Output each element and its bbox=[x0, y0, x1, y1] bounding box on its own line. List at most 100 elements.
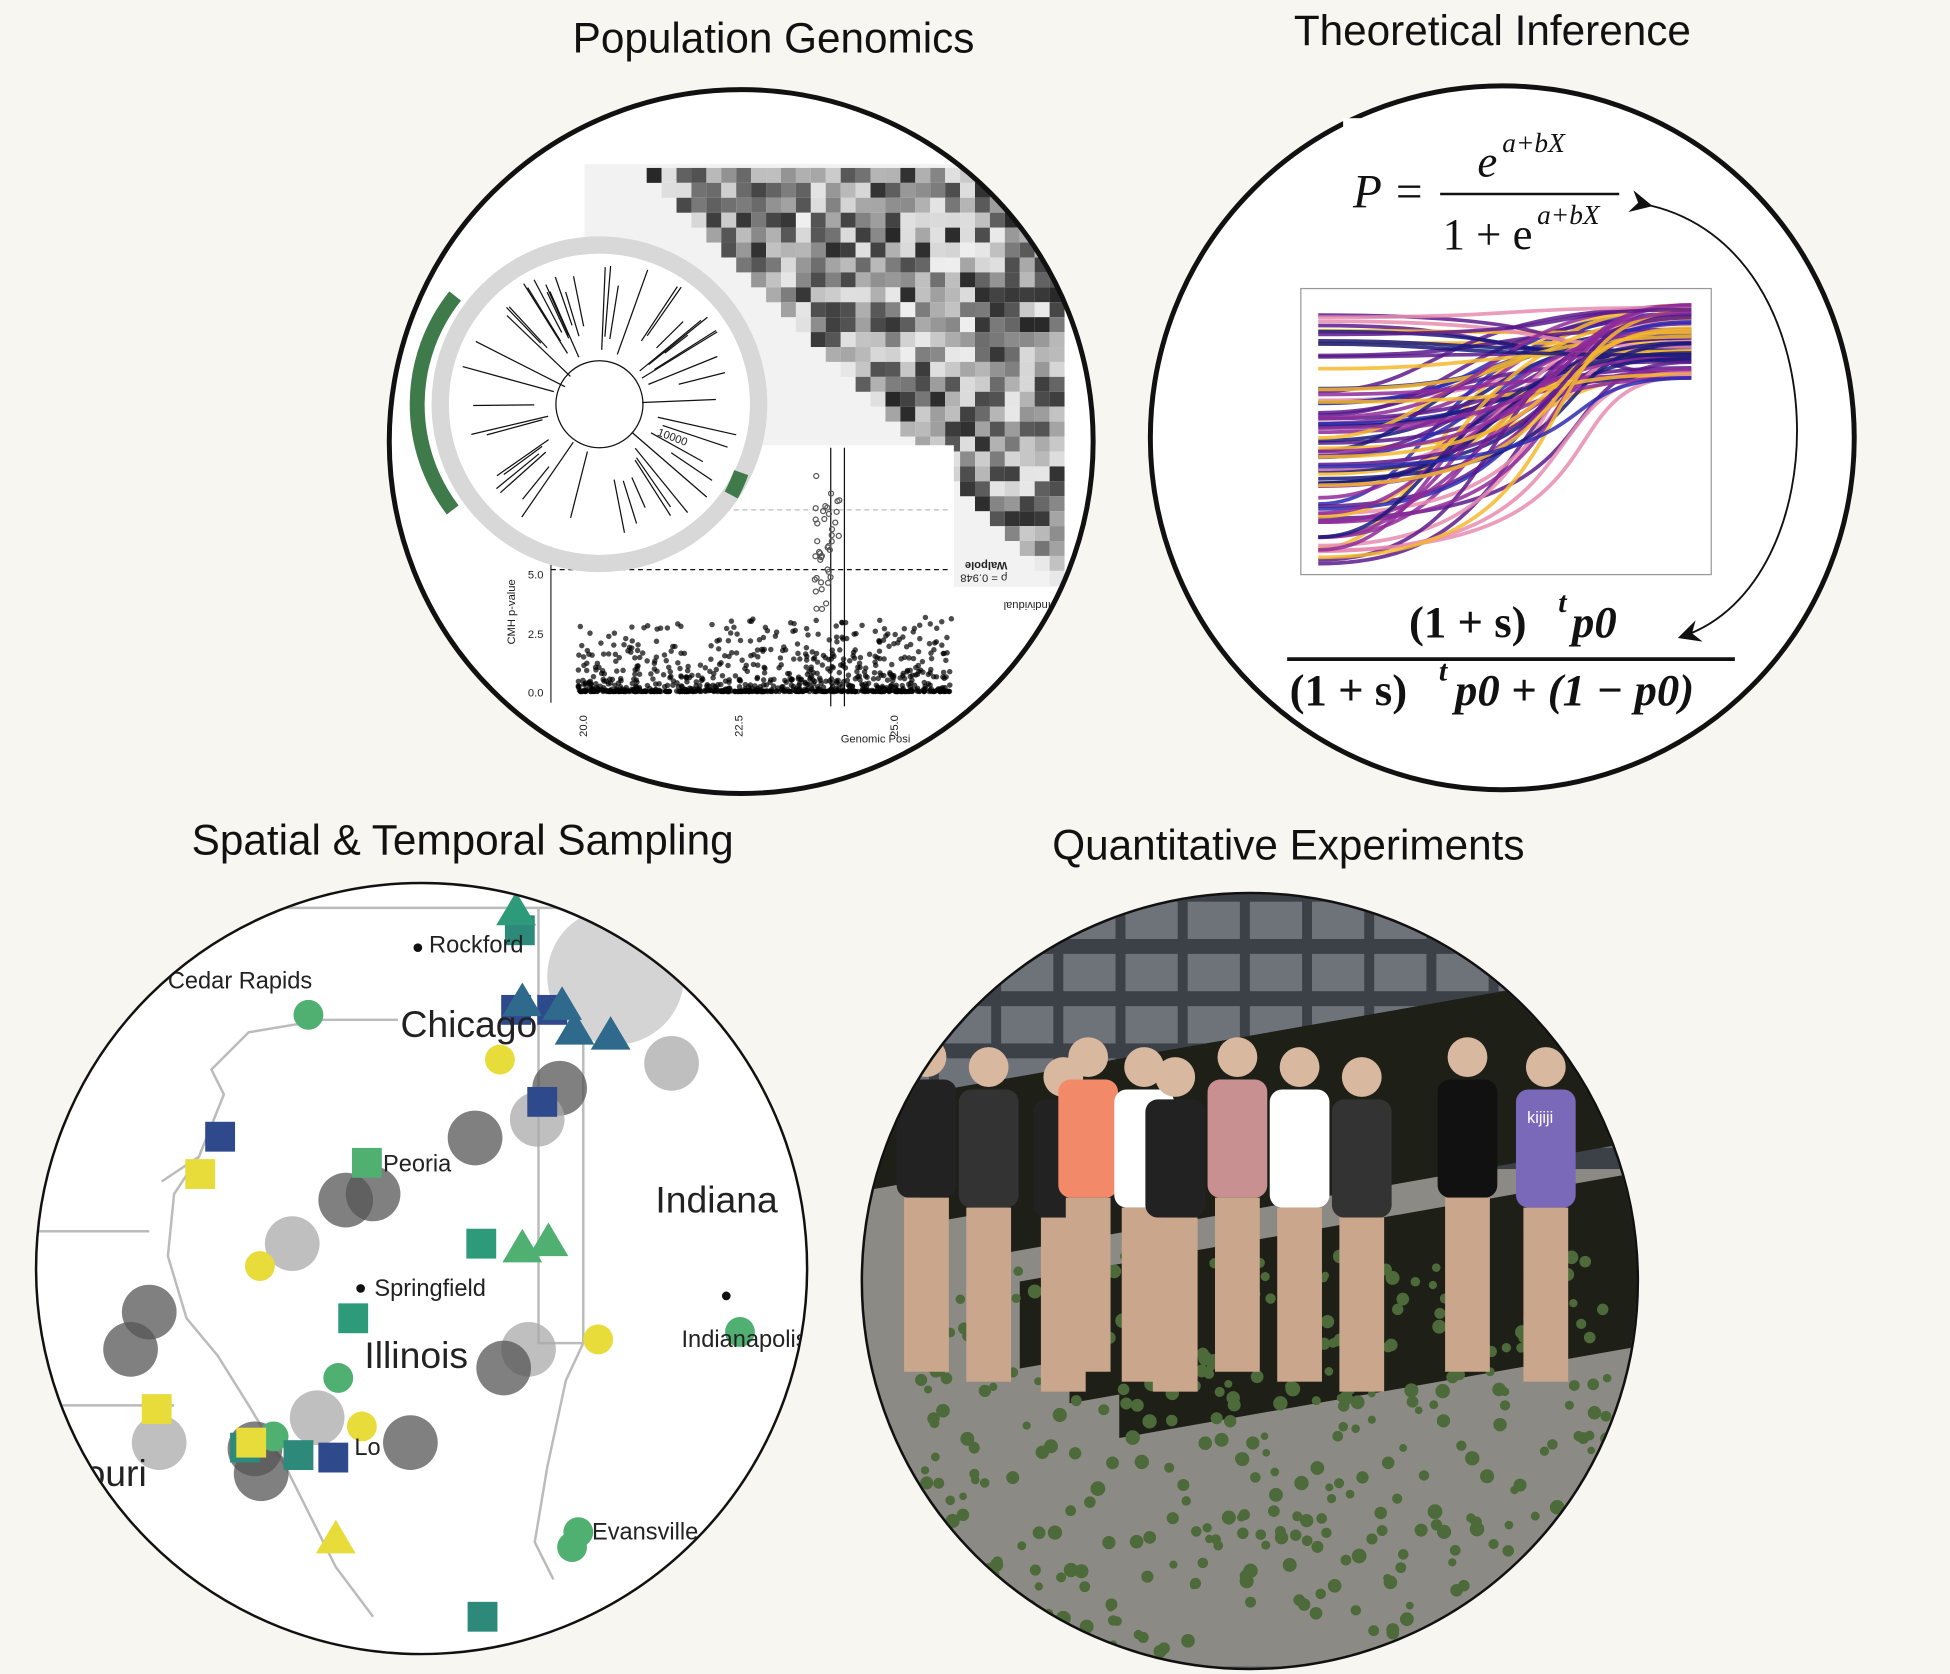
window bbox=[1498, 953, 1551, 992]
point bbox=[915, 648, 922, 655]
heatmap-cell bbox=[945, 242, 961, 258]
point bbox=[732, 673, 739, 679]
heatmap-cell bbox=[855, 257, 871, 273]
heatmap-cell bbox=[1019, 391, 1035, 407]
heatmap-cell bbox=[706, 167, 722, 183]
heatmap-cell bbox=[960, 212, 975, 228]
point bbox=[657, 625, 664, 631]
branch bbox=[616, 269, 649, 355]
point bbox=[881, 672, 887, 679]
heatmap-cell bbox=[825, 227, 841, 243]
seedling bbox=[1269, 1487, 1283, 1502]
heatmap-cell bbox=[975, 347, 990, 362]
seedling bbox=[1189, 1581, 1198, 1590]
seedling bbox=[1399, 1612, 1414, 1627]
heatmap-cell bbox=[1019, 347, 1035, 362]
heatmap-cell bbox=[795, 242, 811, 258]
heatmap-cell bbox=[885, 287, 901, 303]
point bbox=[884, 677, 891, 683]
point bbox=[583, 667, 590, 674]
heatmap-cell bbox=[825, 287, 841, 303]
point bbox=[845, 672, 852, 678]
seedling bbox=[1608, 1458, 1624, 1474]
sample-circle bbox=[476, 1340, 532, 1396]
window bbox=[1063, 1006, 1116, 1044]
seedling bbox=[1602, 1373, 1612, 1383]
person-head bbox=[1341, 1057, 1382, 1097]
point bbox=[620, 667, 626, 674]
heatmap-cell bbox=[945, 272, 961, 288]
point bbox=[933, 674, 940, 680]
heatmap-cell bbox=[989, 347, 1005, 362]
heatmap-cell bbox=[960, 317, 975, 333]
branch bbox=[604, 265, 612, 337]
heatmap-cell bbox=[945, 406, 961, 422]
heatmap-cell bbox=[1034, 406, 1050, 422]
point bbox=[598, 670, 605, 677]
seedling bbox=[1513, 1478, 1527, 1492]
point bbox=[623, 635, 629, 642]
heatmap-cell bbox=[885, 227, 901, 243]
seedling bbox=[1221, 1510, 1236, 1525]
heatmap-cell bbox=[900, 391, 916, 407]
seedling bbox=[1196, 1347, 1209, 1360]
heatmap-cell bbox=[691, 167, 707, 183]
heatmap-cell bbox=[766, 287, 781, 303]
sample-circle bbox=[131, 1415, 187, 1471]
heatmap-cell bbox=[1019, 332, 1035, 348]
point bbox=[872, 662, 879, 669]
point bbox=[813, 574, 820, 582]
seedling bbox=[1448, 1558, 1457, 1567]
point bbox=[723, 625, 730, 632]
branch bbox=[503, 445, 543, 476]
window bbox=[876, 953, 929, 992]
seedling bbox=[987, 1640, 1000, 1653]
seedling bbox=[1474, 1638, 1490, 1653]
seedling bbox=[921, 1618, 933, 1631]
point bbox=[754, 647, 761, 653]
seedling bbox=[1081, 1623, 1089, 1631]
seedling bbox=[1255, 1529, 1267, 1540]
point bbox=[835, 677, 841, 684]
border-line bbox=[37, 906, 747, 1618]
heatmap-cell bbox=[945, 332, 961, 348]
heatmap-cell bbox=[691, 212, 707, 228]
window bbox=[1312, 953, 1365, 992]
point bbox=[611, 630, 618, 636]
point bbox=[760, 677, 767, 683]
seedling bbox=[989, 1382, 998, 1391]
point bbox=[677, 665, 683, 672]
point bbox=[725, 637, 732, 644]
seedling bbox=[1011, 1293, 1021, 1304]
sample-marker bbox=[554, 1011, 595, 1045]
heatmap-cell bbox=[975, 451, 990, 467]
point bbox=[928, 686, 934, 692]
seedling bbox=[1368, 1625, 1380, 1637]
point bbox=[744, 668, 751, 675]
seedling bbox=[1351, 1424, 1360, 1433]
point bbox=[803, 644, 810, 651]
heatmap-cell bbox=[1049, 511, 1065, 527]
point bbox=[878, 688, 884, 695]
heatmap-cell bbox=[825, 212, 841, 228]
point bbox=[712, 683, 718, 690]
heatmap-cell bbox=[810, 287, 826, 303]
point bbox=[750, 688, 757, 694]
heatmap-cell bbox=[855, 182, 871, 198]
point bbox=[917, 635, 923, 642]
heatmap-cell bbox=[1004, 421, 1020, 437]
seedling bbox=[1367, 1389, 1376, 1398]
point bbox=[824, 579, 832, 586]
person-head bbox=[906, 1037, 947, 1078]
seedling bbox=[1203, 1368, 1215, 1380]
person-legs bbox=[966, 1207, 1012, 1382]
point bbox=[828, 532, 835, 539]
panel-outline bbox=[386, 87, 1096, 796]
branch bbox=[545, 284, 570, 336]
heatmap-cell bbox=[721, 242, 737, 258]
branch bbox=[642, 398, 716, 404]
heatmap-cell bbox=[989, 406, 1005, 422]
window bbox=[1249, 901, 1303, 939]
seedling bbox=[1273, 1396, 1288, 1411]
point bbox=[650, 676, 656, 682]
